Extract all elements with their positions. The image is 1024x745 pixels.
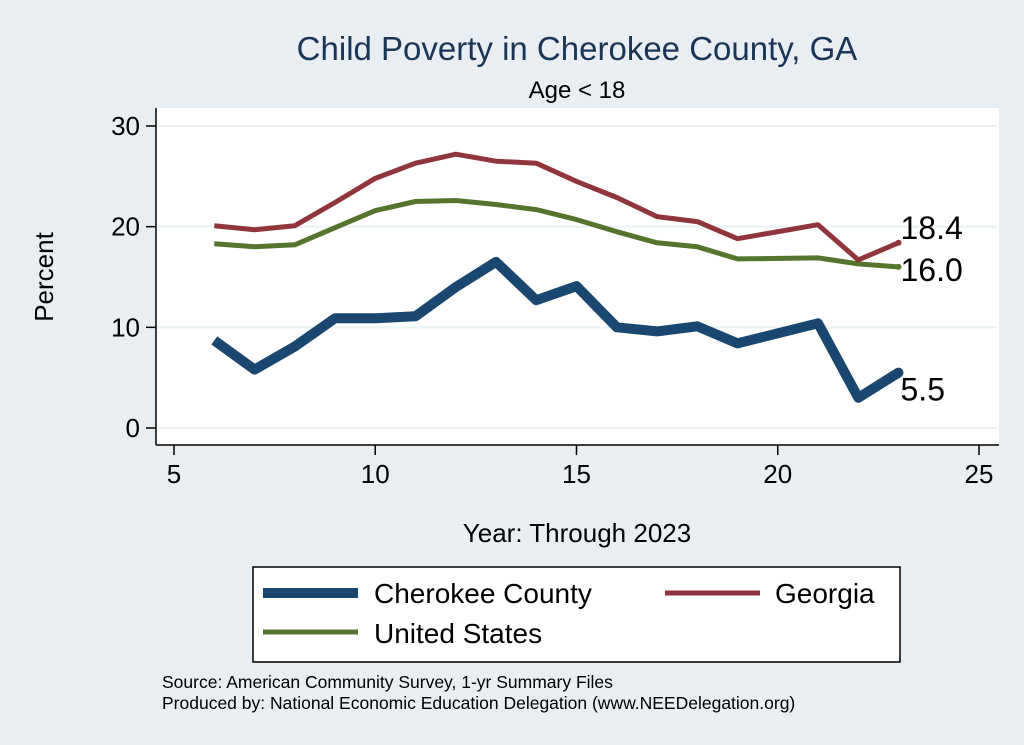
x-axis-title: Year: Through 2023: [463, 518, 691, 548]
y-tick-label-0: 0: [126, 413, 140, 443]
y-axis-title: Percent: [29, 231, 59, 321]
y-tick-label-20: 20: [111, 212, 140, 242]
x-tick-label-20: 20: [763, 459, 792, 489]
legend-label-georgia: Georgia: [775, 578, 875, 609]
legend-label-cherokee-county: Cherokee County: [374, 578, 592, 609]
end-marker-united-states: [895, 263, 902, 270]
legend: Cherokee County Georgia United States: [252, 566, 901, 663]
axes: 0 10 20 30 5 10 15 20 25: [111, 108, 999, 489]
end-label-united-states: 16.0: [901, 252, 963, 288]
y-tick-label-10: 10: [111, 312, 140, 342]
source-note: Source: American Community Survey, 1-yr …: [162, 672, 613, 692]
chart-subtitle: Age < 18: [529, 77, 626, 104]
x-tick-label-5: 5: [167, 459, 181, 489]
legend-label-united-states: United States: [374, 618, 542, 649]
series-lines: [211, 151, 904, 403]
x-tick-label-15: 15: [562, 459, 591, 489]
chart-title: Child Poverty in Cherokee County, GA: [297, 30, 858, 67]
end-marker-georgia: [895, 239, 902, 246]
x-tick-label-10: 10: [361, 459, 390, 489]
y-tick-label-30: 30: [111, 111, 140, 141]
producer-note: Produced by: National Economic Education…: [162, 693, 795, 713]
end-label-georgia: 18.4: [901, 210, 963, 246]
x-tick-label-25: 25: [965, 459, 994, 489]
end-label-cherokee-county: 5.5: [901, 372, 945, 408]
legend-box: [252, 566, 901, 663]
end-marker-cherokee-county: [893, 367, 904, 378]
end-labels: 5.5 18.4 16.0: [901, 210, 963, 408]
gridlines: [158, 125, 997, 429]
